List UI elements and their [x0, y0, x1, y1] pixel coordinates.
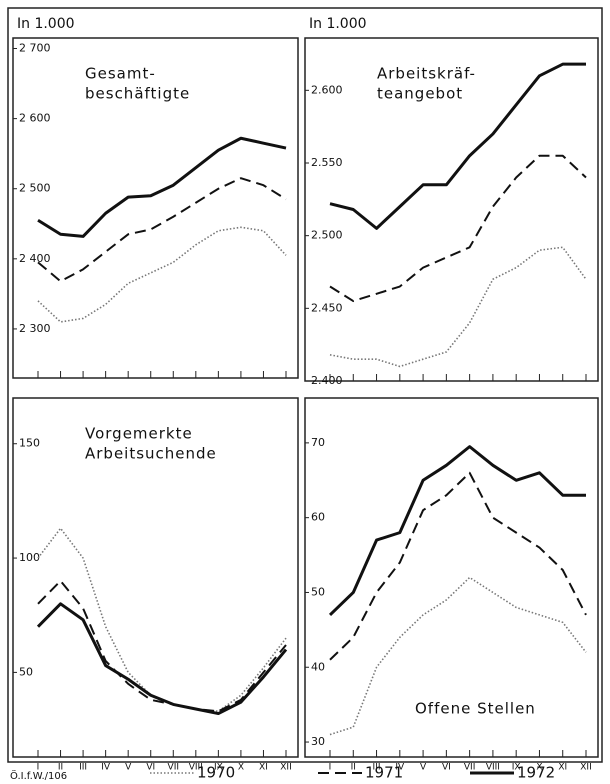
x-tick-label: XI [558, 763, 567, 773]
series-line [37, 226, 287, 323]
y-tick-label: 150 [19, 437, 40, 450]
x-tick-label: XI [259, 763, 268, 773]
y-tick-label: 2 500 [19, 182, 51, 195]
x-tick-label: V [420, 763, 427, 773]
y-tick-label: 2 700 [19, 42, 51, 55]
series-line [329, 246, 587, 368]
x-tick-label: VIII [189, 763, 203, 773]
panel-title: Arbeitskräf- [377, 65, 476, 83]
series-line [329, 62, 586, 230]
legend-label: 1972 [517, 764, 555, 782]
y-tick-label: 70 [311, 436, 325, 449]
y-tick-label: 50 [311, 585, 325, 598]
x-tick-label: VI [146, 763, 155, 773]
series-line [329, 154, 587, 303]
series-line [37, 177, 287, 283]
series-line [37, 527, 287, 713]
legend-label: 1970 [197, 764, 235, 782]
panel-title: Vorgemerkte [85, 425, 193, 443]
x-tick-label: IV [395, 763, 405, 773]
x-tick-label: I [329, 763, 332, 773]
x-tick-label: XII [580, 763, 591, 773]
panel [12, 37, 299, 379]
panel [304, 397, 599, 758]
panel-title: Offene Stellen [415, 700, 536, 718]
x-tick-label: X [536, 763, 542, 773]
y-tick-label: 2.550 [311, 156, 343, 169]
panel-title: Arbeitsuchende [85, 445, 217, 463]
x-tick-label: IV [101, 763, 111, 773]
source: Ö.I.f.W./106 [10, 769, 67, 782]
x-tick-label: VII [464, 763, 475, 773]
y-tick-label: 100 [19, 551, 40, 564]
unit-label: In 1.000 [309, 16, 367, 32]
x-tick-label: II [351, 763, 356, 773]
y-tick-label: 2 300 [19, 322, 51, 335]
frame [7, 7, 603, 763]
x-tick-label: VII [168, 763, 179, 773]
panel [304, 37, 599, 382]
x-tick-label: XII [280, 763, 291, 773]
panel-title: Gesamt- [85, 65, 156, 83]
y-tick-label: 40 [311, 660, 325, 673]
y-tick-label: 2 600 [19, 112, 51, 125]
y-tick-label: 2.500 [311, 229, 343, 242]
x-tick-label: VI [442, 763, 451, 773]
y-tick-label: 50 [19, 665, 33, 678]
x-tick-label: IX [512, 763, 521, 773]
y-tick-label: 2.400 [311, 374, 343, 387]
y-tick-label: 30 [311, 735, 325, 748]
panel [12, 397, 299, 758]
y-tick-label: 60 [311, 511, 325, 524]
series-line [329, 576, 587, 736]
panel-title: beschäftigte [85, 85, 190, 103]
x-tick-label: V [125, 763, 132, 773]
x-tick-label: III [79, 763, 87, 773]
panel-title: teangebot [377, 85, 463, 103]
x-tick-label: III [373, 763, 381, 773]
x-tick-label: I [37, 763, 40, 773]
unit-label: In 1.000 [17, 16, 75, 32]
y-tick-label: 2.450 [311, 301, 343, 314]
x-tick-label: IX [214, 763, 223, 773]
series-line [329, 471, 587, 661]
x-tick-label: X [238, 763, 244, 773]
x-tick-label: II [58, 763, 63, 773]
series-line [37, 136, 287, 238]
series-line [328, 445, 586, 616]
y-tick-label: 2 400 [19, 252, 51, 265]
series-line [36, 602, 288, 716]
y-tick-label: 2.600 [311, 83, 343, 96]
x-tick-label: VIII [486, 763, 500, 773]
series-line [37, 579, 287, 713]
legend-label: 1971 [365, 764, 403, 782]
